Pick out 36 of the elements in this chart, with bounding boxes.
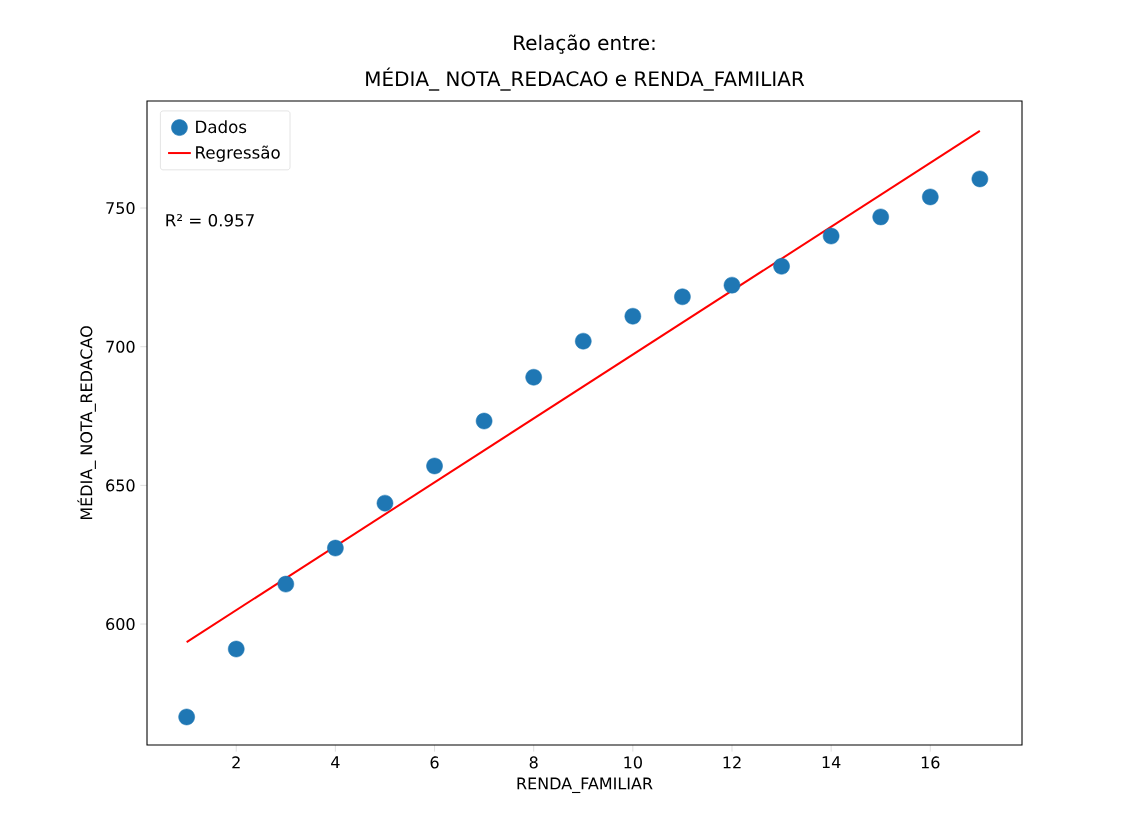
chart-subtitle: MÉDIA_ NOTA_REDACAO e RENDA_FAMILIAR [366, 67, 805, 91]
x-tick-label: 16 [921, 756, 940, 769]
legend-label: Regressão [196, 145, 280, 162]
x-tick-label: 6 [430, 756, 439, 769]
x-tick-label: 8 [529, 756, 538, 769]
legend-label: Dados [196, 120, 247, 134]
x-axis-title: RENDA_FAMILIAR [517, 777, 653, 794]
point [475, 412, 493, 430]
point [624, 307, 642, 325]
point [376, 494, 394, 512]
y-tick-label: 750 [106, 201, 135, 215]
annotation: R² = 0.957 [166, 213, 254, 227]
x-tick-label: 2 [232, 756, 240, 769]
x-tick-label: 12 [723, 756, 741, 769]
x-tick-label: 14 [822, 756, 841, 769]
point [674, 288, 691, 306]
point [822, 227, 840, 245]
point [426, 457, 443, 475]
y-tick-label: 700 [106, 340, 135, 353]
point [723, 276, 741, 294]
point [277, 575, 295, 593]
y-axis-title: MÉDIA_ NOTA_REDACAO [77, 326, 96, 520]
y-tick-label: 650 [106, 479, 135, 492]
point [227, 640, 245, 658]
point [327, 539, 344, 557]
chart-title: Relação entre: [514, 34, 655, 54]
point [575, 332, 592, 350]
point [971, 170, 989, 188]
point [872, 208, 889, 226]
point [922, 188, 939, 206]
point [178, 708, 195, 726]
point [773, 258, 790, 275]
point [525, 368, 542, 386]
x-tick-label: 10 [624, 756, 642, 769]
y-tick-label: 600 [106, 618, 135, 631]
x-tick-label: 4 [331, 756, 340, 769]
